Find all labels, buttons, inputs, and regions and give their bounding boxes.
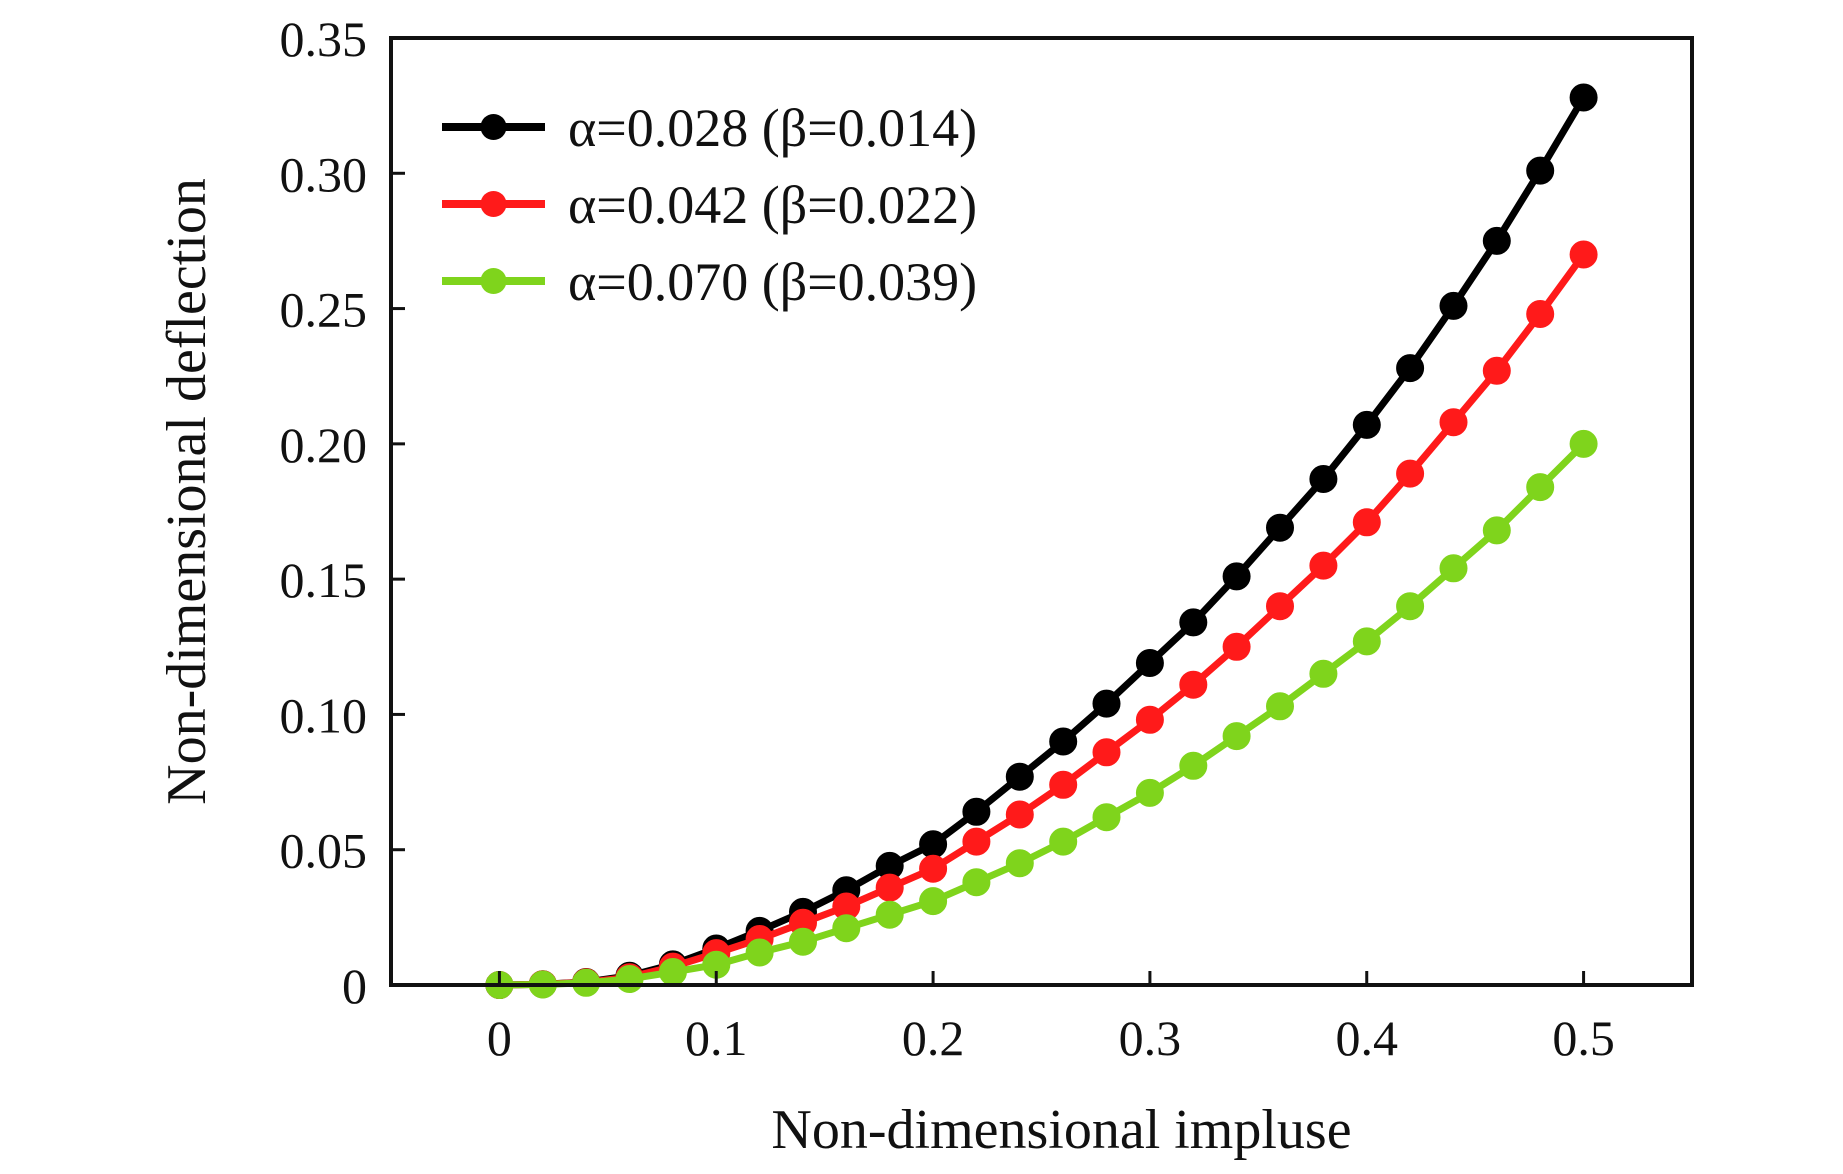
data-point (1309, 659, 1338, 688)
data-point (919, 830, 948, 859)
data-point (1309, 465, 1338, 493)
y-tick-label: 0.30 (280, 146, 368, 202)
data-point (745, 938, 774, 967)
x-tick-label: 0 (487, 1010, 512, 1066)
legend-label: α=0.042 (β=0.022) (568, 175, 977, 235)
data-point (1135, 778, 1164, 807)
axes-layer: 0 0.1 0.2 0.3 0.4 0.5 0 0.05 0.10 0.15 0.20 0.25 0.3… (280, 11, 1615, 1066)
data-point (1179, 608, 1208, 637)
series-line (499, 441, 1587, 989)
y-tick-label: 0.10 (280, 687, 368, 743)
data-point (1396, 592, 1425, 621)
data-point (875, 873, 904, 902)
data-point (1222, 632, 1251, 661)
data-point (1222, 722, 1251, 751)
data-point (1135, 649, 1164, 677)
data-point (1005, 849, 1034, 878)
data-point (1092, 738, 1121, 767)
plot-frame (389, 36, 1694, 987)
data-point (1396, 354, 1425, 383)
data-point (1569, 83, 1598, 112)
legend-marker (480, 114, 507, 140)
data-point (1266, 513, 1294, 542)
data-point (1439, 291, 1468, 320)
data-point (1482, 356, 1511, 385)
data-point (1005, 800, 1034, 829)
data-point (1222, 562, 1251, 591)
legend-item: α=0.070 (β=0.039) (442, 252, 977, 312)
data-point (1179, 670, 1208, 699)
data-point (1352, 627, 1381, 656)
data-point (962, 797, 991, 826)
data-point (1439, 554, 1468, 583)
data-point (832, 914, 861, 943)
series-2 (485, 240, 1598, 999)
data-point (1569, 429, 1598, 458)
legend: α=0.028 (β=0.014) α=0.042 (β=0.022) α=0.07… (442, 98, 977, 312)
y-tick-label: 0.20 (280, 417, 368, 473)
y-axis-title: Non-dimensional deflection (156, 178, 218, 805)
x-axis-title: Non-dimensional impluse (771, 1099, 1351, 1161)
data-point (1352, 410, 1381, 439)
data-point (1526, 156, 1555, 185)
y-tick-label: 0.35 (280, 11, 368, 67)
x-tick-label: 0.3 (1119, 1010, 1182, 1066)
data-point (1396, 459, 1425, 488)
data-point (1005, 762, 1034, 791)
data-point (919, 887, 948, 916)
legend-label: α=0.070 (β=0.039) (568, 252, 977, 312)
series-3 (485, 429, 1598, 999)
data-point (1049, 770, 1078, 799)
data-point (1179, 751, 1208, 780)
data-point (962, 868, 991, 897)
data-point (1092, 803, 1121, 832)
legend-marker (480, 191, 507, 217)
legend-label: α=0.028 (β=0.014) (568, 98, 977, 158)
x-tick-label: 0.2 (902, 1010, 965, 1066)
data-point (572, 968, 601, 997)
y-tick-label: 0.25 (280, 282, 368, 338)
y-tick-label: 0 (342, 958, 367, 1014)
legend-item: α=0.042 (β=0.022) (442, 175, 977, 235)
legend-item: α=0.028 (β=0.014) (442, 98, 977, 158)
data-point (1526, 300, 1555, 328)
data-point (658, 958, 687, 986)
y-tick-label: 0.15 (280, 552, 368, 608)
data-point (1569, 240, 1598, 269)
data-point (875, 900, 904, 929)
data-point (1092, 689, 1121, 718)
data-point (615, 965, 644, 993)
data-point (1049, 827, 1078, 856)
data-point (1482, 516, 1511, 545)
data-point (1049, 727, 1078, 756)
data-point (919, 854, 948, 883)
data-point (1439, 408, 1468, 437)
data-point (1309, 551, 1338, 580)
data-point (1482, 226, 1511, 255)
data-point (962, 827, 991, 856)
x-tick-label: 0.5 (1552, 1010, 1615, 1066)
data-point (1135, 705, 1164, 734)
legend-marker (480, 268, 507, 294)
data-point (1352, 508, 1381, 537)
data-point (1266, 592, 1294, 621)
data-point (1266, 692, 1294, 721)
x-tick-label: 0.4 (1336, 1010, 1399, 1066)
y-tick-label: 0.05 (280, 823, 368, 879)
data-point (1526, 473, 1555, 502)
series-layer (485, 83, 1598, 999)
data-point (789, 927, 817, 956)
x-tick-label: 0.1 (685, 1010, 748, 1066)
